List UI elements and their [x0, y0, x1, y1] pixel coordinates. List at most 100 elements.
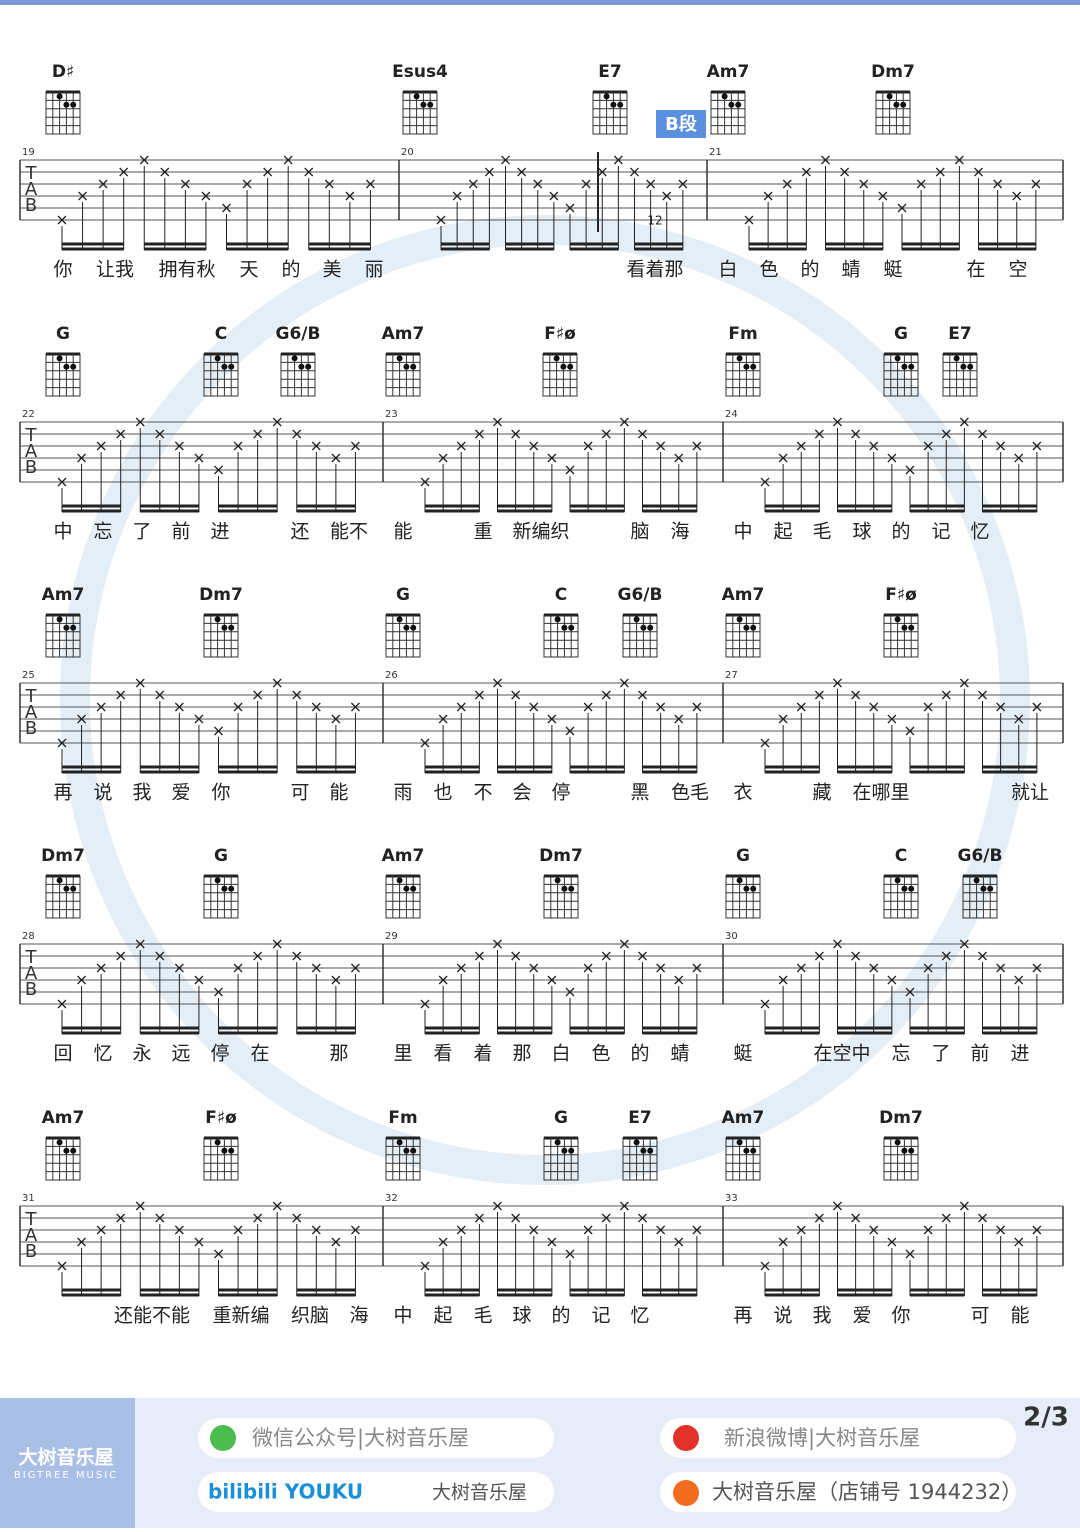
note — [778, 714, 788, 724]
lyric: 在 — [250, 1043, 269, 1065]
note — [242, 179, 252, 189]
note — [155, 1213, 165, 1223]
chord-dot — [953, 355, 960, 362]
lyric: 雨 — [393, 782, 412, 804]
note — [601, 690, 611, 700]
watermark — [60, 215, 1030, 1185]
lyric: 我 — [132, 782, 151, 804]
chord-grid — [592, 91, 628, 135]
note — [292, 429, 302, 439]
chord-dot — [70, 101, 77, 108]
note — [456, 963, 466, 973]
chord-name: Dm7 — [199, 585, 243, 605]
chord-dot — [721, 93, 728, 100]
chord-dot — [987, 885, 994, 892]
tab-clef: T — [25, 947, 38, 968]
note — [923, 702, 933, 712]
note — [253, 951, 263, 961]
measure-number: 32 — [385, 1193, 398, 1204]
note — [959, 939, 969, 949]
lyric: 可 — [290, 782, 309, 804]
note — [311, 1225, 321, 1235]
chord-dot — [560, 363, 567, 370]
note — [547, 714, 557, 724]
measure-number: 20 — [401, 147, 414, 158]
note — [601, 429, 611, 439]
chord-name: Am7 — [42, 585, 85, 605]
note — [511, 429, 521, 439]
note — [493, 1201, 502, 1211]
chord-name: F♯ø — [205, 1108, 237, 1128]
note — [996, 441, 1006, 451]
chord-dot — [743, 1147, 750, 1154]
lyric: 能 — [393, 521, 412, 543]
note — [468, 179, 478, 189]
note — [833, 678, 842, 688]
chord-name: E7 — [628, 1108, 651, 1128]
chord-name: Fm — [728, 324, 757, 344]
tab-clef: A — [25, 441, 38, 462]
note — [263, 167, 273, 177]
lyric: 的 — [891, 521, 910, 543]
note — [201, 191, 211, 201]
note — [135, 1201, 145, 1211]
chord-dot — [901, 885, 908, 892]
chord-dot — [561, 1147, 568, 1154]
chord-grid — [45, 875, 81, 919]
chord-dot — [56, 877, 63, 884]
lyric: 看 — [433, 1043, 452, 1065]
chord-grid — [725, 353, 761, 397]
note — [565, 987, 575, 997]
note — [851, 429, 861, 439]
tab-clef: T — [25, 686, 38, 707]
note — [253, 1213, 263, 1223]
chord-dot — [396, 877, 403, 884]
note — [763, 191, 773, 201]
note — [941, 951, 951, 961]
note — [116, 690, 126, 700]
chord-dot — [63, 101, 70, 108]
note — [619, 939, 629, 949]
chord-dot — [554, 616, 561, 623]
chord-dot — [63, 885, 70, 892]
note — [194, 453, 204, 463]
chord-dot — [554, 1139, 561, 1146]
note — [529, 1225, 539, 1235]
chord-dot — [736, 616, 743, 623]
note — [978, 951, 987, 961]
note — [583, 441, 593, 451]
note — [292, 1213, 302, 1223]
footer-brand-bg — [0, 1398, 135, 1528]
chord-dot — [901, 624, 908, 631]
chord-dot — [63, 1147, 70, 1154]
lyric: 藏 — [812, 782, 831, 804]
note — [57, 999, 67, 1009]
note — [905, 1249, 915, 1259]
lyric: 起 — [433, 1305, 452, 1327]
note — [547, 1237, 557, 1247]
chord-dot — [750, 1147, 757, 1154]
chord-dot — [736, 355, 743, 362]
note — [501, 155, 510, 165]
note — [821, 155, 830, 165]
note — [959, 1201, 969, 1211]
note — [978, 429, 987, 439]
chord-grid — [385, 614, 421, 658]
chord-dot — [228, 624, 235, 631]
note — [887, 453, 897, 463]
note — [796, 1225, 806, 1235]
video-name: 大树音乐屋 — [432, 1482, 527, 1504]
note — [96, 441, 106, 451]
lyric: 回 — [53, 1043, 72, 1065]
note — [311, 702, 321, 712]
lyric: 在哪里 — [852, 782, 909, 804]
note — [233, 963, 243, 973]
lyric: 那 — [329, 1043, 348, 1065]
lyric: 忆 — [970, 521, 989, 543]
lyric: 着 — [473, 1043, 492, 1065]
tab-clef: T — [25, 1209, 38, 1230]
chord-dot — [973, 877, 980, 884]
lyric: 记 — [591, 1305, 610, 1327]
measure-number: 25 — [22, 670, 35, 681]
